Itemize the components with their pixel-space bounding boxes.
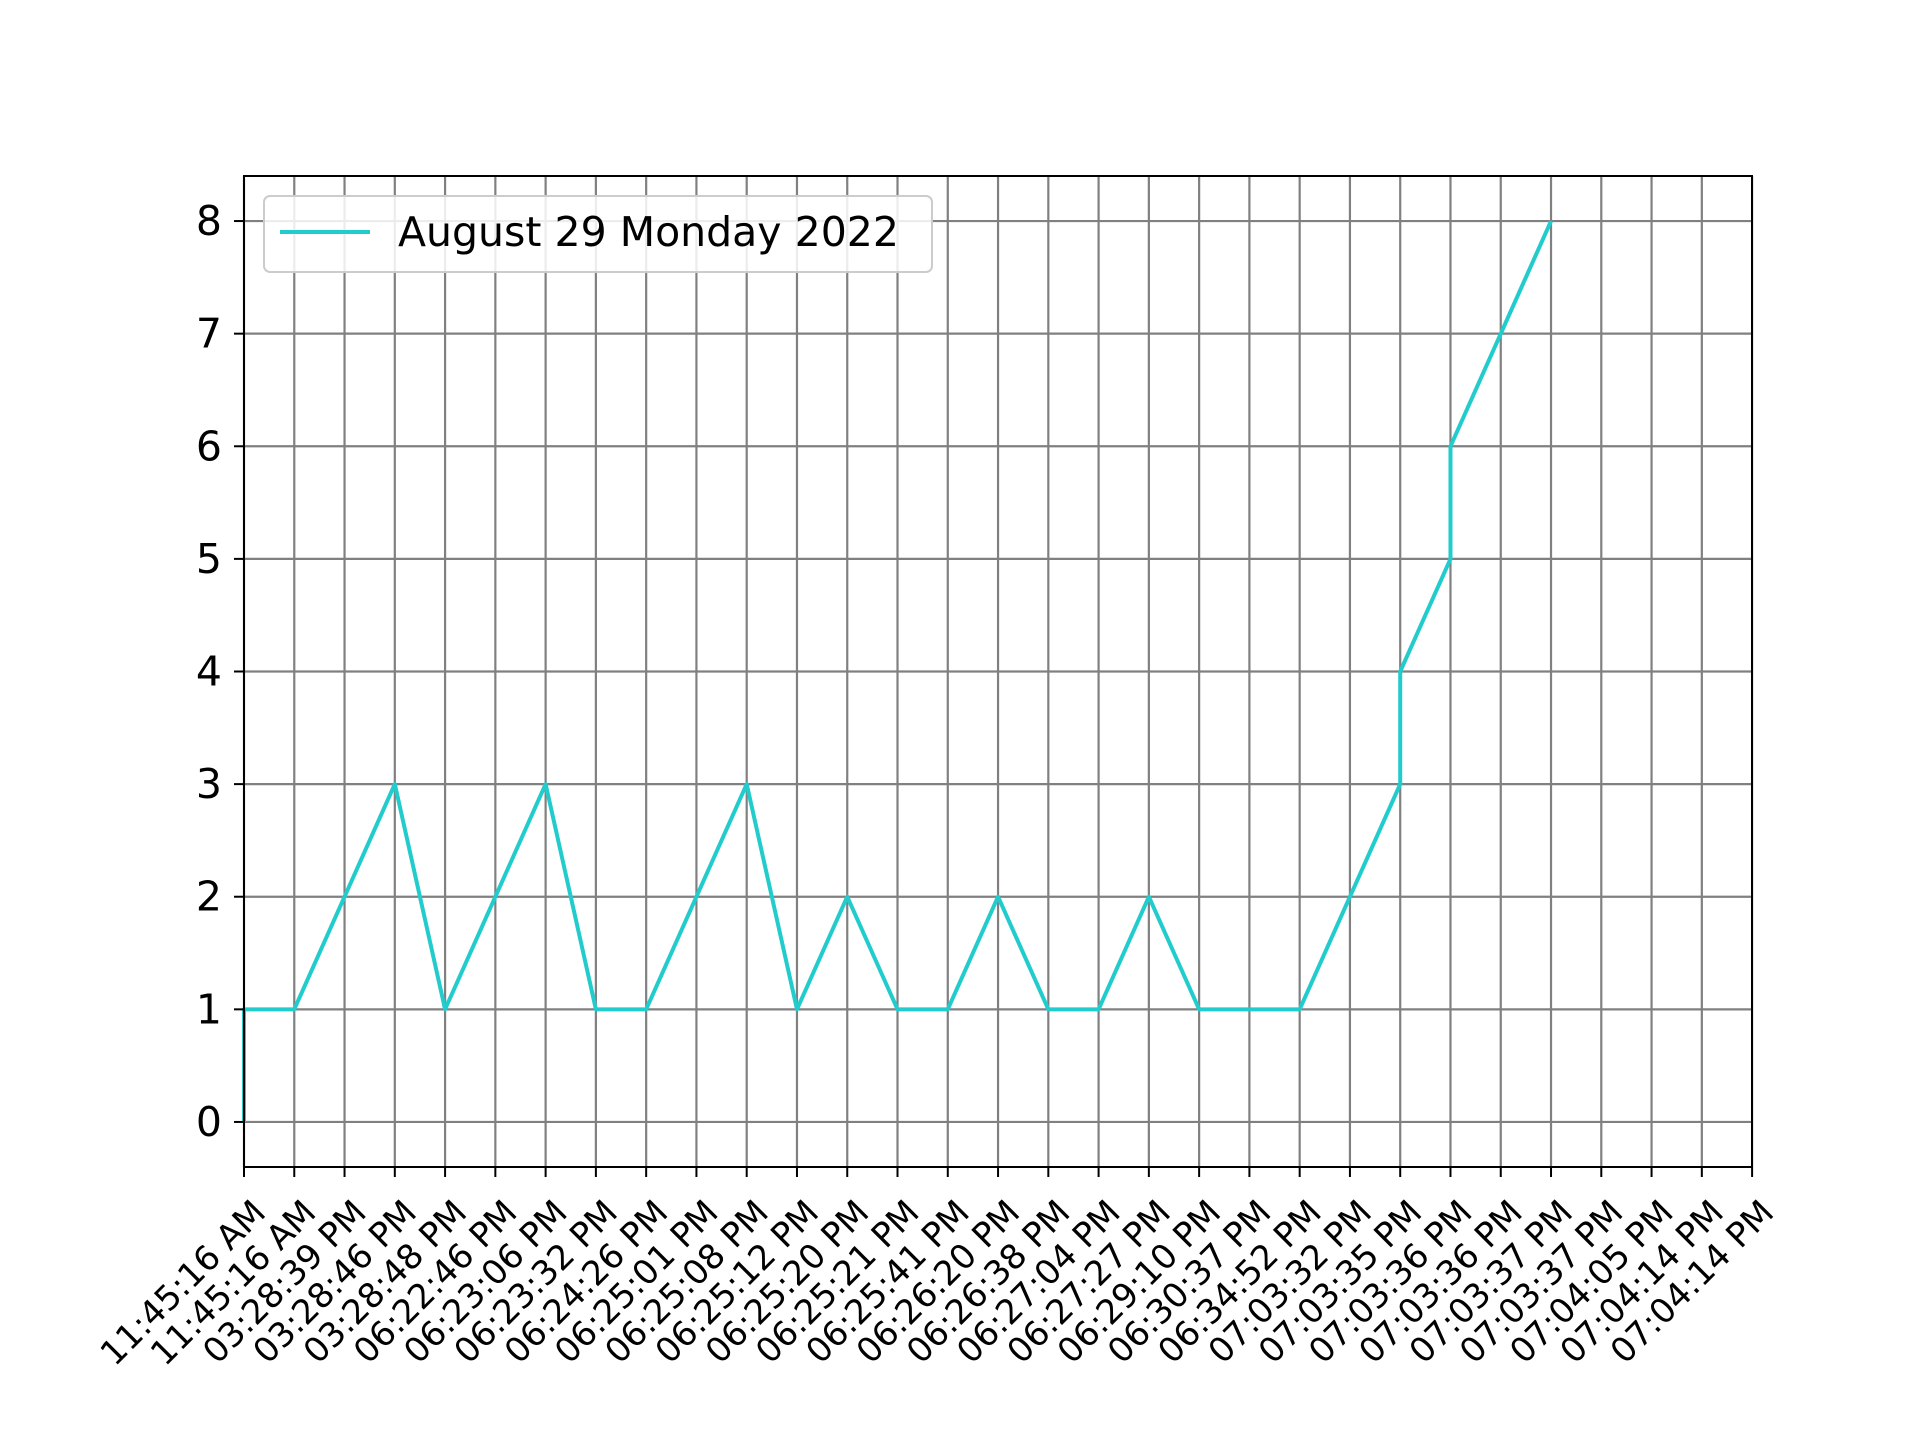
legend-box <box>263 195 933 273</box>
legend: August 29 Monday 2022 <box>263 195 933 273</box>
grid <box>242 176 1754 1167</box>
y-tick-label: 0 <box>196 1098 222 1146</box>
y-tick-label: 1 <box>196 985 222 1033</box>
y-tick-label: 7 <box>196 310 222 358</box>
legend-label: August 29 Monday 2022 <box>398 208 899 256</box>
y-tick-label: 4 <box>196 648 222 696</box>
y-tick-label: 8 <box>196 197 222 245</box>
y-tick-label: 5 <box>196 535 222 583</box>
series-layer <box>242 220 1553 1122</box>
y-tick-label: 6 <box>196 422 222 470</box>
y-tick-label: 3 <box>196 760 222 808</box>
series-line <box>242 220 1553 1122</box>
y-tick-label: 2 <box>196 873 222 921</box>
y-axis: 0 1 2 3 4 5 6 7 8 <box>196 197 244 1146</box>
